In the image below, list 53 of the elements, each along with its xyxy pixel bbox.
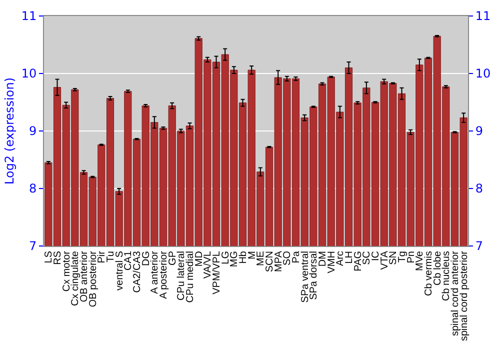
y2-tick-label: 9 <box>475 124 484 138</box>
x-tick-label: SO <box>282 250 294 266</box>
x-tick-label: MVe <box>414 250 426 272</box>
x-tick-label: VTA <box>379 250 390 270</box>
x-tick-label: Pir <box>96 250 108 264</box>
x-tick-label: Cx cingulate <box>70 250 82 306</box>
x-tick-label: Pn <box>406 251 417 264</box>
x-tick-label: SPa dorsal <box>308 251 320 300</box>
x-tick-label: RS <box>52 250 64 265</box>
x-tick-label: Cb vermis <box>424 251 434 296</box>
y2-tick-label: 7 <box>475 239 484 254</box>
y2-tick-label: 11 <box>475 9 491 24</box>
x-tick-label: SCN <box>264 251 276 272</box>
x-tick-label: VMH <box>326 251 338 274</box>
x-tick-label: A anterior <box>150 250 161 294</box>
y-tick-label: 8 <box>28 182 37 196</box>
x-tick-label: IC <box>370 251 382 261</box>
y-axis-title: Log2 (expression) <box>2 78 17 184</box>
y-tick-label: 7 <box>28 239 37 254</box>
x-tick-label: DG <box>140 250 152 266</box>
x-tick-label: GP <box>167 250 178 266</box>
x-tick-label: Cb lobe <box>432 250 444 286</box>
x-tick-label: Tu <box>106 251 116 262</box>
y-tick-label: 9 <box>28 124 37 138</box>
x-tick-label: Pa <box>291 250 302 264</box>
x-tick-label: VPM/VPL <box>212 250 222 294</box>
x-tick-label: OB posterior <box>88 250 99 308</box>
x-tick-label: spinal cord anterior <box>450 250 461 336</box>
x-tick-label: A posterior <box>158 250 170 299</box>
x-tick-label: spinal cord posterior <box>458 250 470 342</box>
x-tick-label: ventral S <box>114 250 126 290</box>
x-tick-label: CA2/CA3 <box>132 250 143 293</box>
x-tick-label: SC <box>362 251 373 265</box>
x-tick-label: ME <box>256 250 267 266</box>
x-tick-label: PAG <box>352 250 364 272</box>
y2-tick-label: 10 <box>475 66 491 81</box>
x-tick-label: Cb nucleus <box>441 251 452 302</box>
x-tick-label: LS <box>44 250 55 264</box>
x-tick-label: Tg <box>397 251 408 263</box>
x-tick-label: CPu medial <box>185 251 196 303</box>
y-tick-label: 10 <box>21 66 37 81</box>
x-tick-label: Hb <box>238 250 249 264</box>
x-tick-label: M <box>246 251 258 260</box>
x-tick-label: OB anterior <box>79 250 90 302</box>
x-tick-label: MPA <box>273 250 284 272</box>
x-tick-label: Arc <box>335 251 346 266</box>
x-tick-label: LH <box>344 251 355 264</box>
x-tick-label: LG <box>220 250 232 264</box>
y-tick-label: 11 <box>21 9 37 24</box>
x-tick-label: SN <box>388 251 400 265</box>
x-tick-label: DM <box>318 251 328 267</box>
x-tick-label: CA1 <box>123 250 134 270</box>
y2-tick-label: 8 <box>475 182 484 196</box>
